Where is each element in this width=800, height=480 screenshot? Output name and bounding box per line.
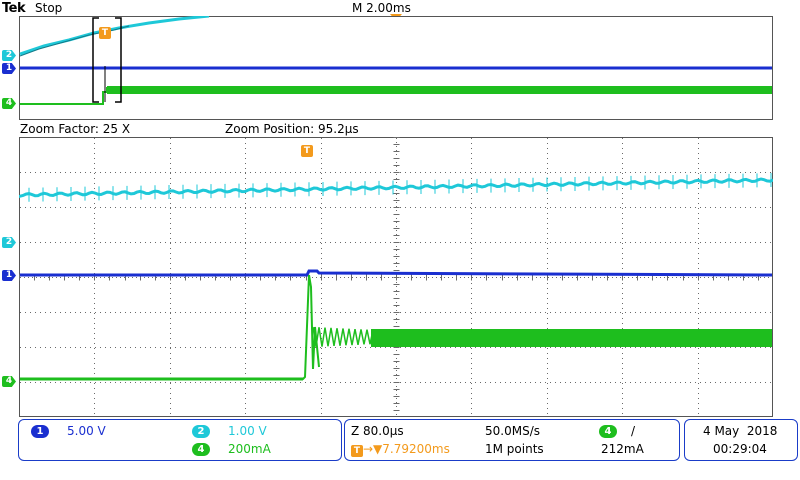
zoom-scale: Z 80.0µs — [351, 424, 404, 438]
overview-trigger-marker-icon: T — [99, 27, 111, 39]
overview-ch2-marker-icon: 2 — [2, 50, 16, 61]
zoom-bracket-left — [92, 17, 99, 103]
zoom-factor-label: Zoom Factor: 25 X — [20, 122, 131, 136]
ch4-scale: 200mA — [228, 442, 271, 456]
overview-ch4-marker-icon: 4 — [2, 98, 16, 109]
ch2-scale: 1.00 V — [228, 424, 267, 438]
timebase-readout: M 2.00ms — [352, 1, 411, 15]
horizontal-trigger-panel[interactable]: Z 80.0µs T →▼7.79200ms 50.0MS/s 1M points… — [344, 419, 680, 461]
trigger-slope-icon: / — [631, 424, 636, 438]
zoom-waveform-window — [19, 137, 773, 417]
status-bar: 1 5.00 V 2 1.00 V 4 200mA Z 80.0µs T →▼7.… — [18, 419, 798, 461]
channel-scale-panel[interactable]: 1 5.00 V 2 1.00 V 4 200mA — [18, 419, 342, 461]
sample-rate: 50.0MS/s — [485, 424, 540, 438]
overview-ch2-noise — [19, 25, 130, 57]
ch1-badge: 1 — [31, 425, 49, 438]
graticule — [19, 137, 772, 416]
trigger-position-icon: T — [351, 445, 363, 457]
date-readout: 4 May 2018 — [703, 424, 778, 438]
ch1-scale: 5.00 V — [67, 424, 106, 438]
record-length: 1M points — [485, 442, 544, 456]
zoom-position-label: Zoom Position: 95.2µs — [225, 122, 359, 136]
zoom-ch1-trace — [20, 269, 773, 277]
zoom-ch1-marker-icon: 1 — [2, 270, 16, 281]
zoom-ch4-ringing — [312, 326, 380, 347]
ch4-badge: 4 — [192, 443, 210, 456]
zoom-ch2-trace — [19, 177, 773, 198]
trigger-level: 212mA — [601, 442, 644, 456]
overview-ch1-marker-icon: 1 — [2, 63, 16, 74]
trigger-position-value: 7.79200ms — [382, 442, 450, 456]
tek-logo: Tek — [2, 1, 26, 16]
zoom-ch4-marker-icon: 4 — [2, 376, 16, 387]
trigger-position: T →▼7.79200ms — [351, 442, 450, 457]
overview-waveform-window — [19, 16, 773, 120]
zoom-trigger-marker-icon: T — [301, 145, 313, 157]
zoom-ch4-band — [371, 329, 772, 347]
time-readout: 00:29:04 — [713, 442, 767, 456]
run-state: Stop — [35, 1, 63, 15]
ch2-badge: 2 — [192, 425, 210, 438]
zoom-bracket-right — [115, 17, 122, 103]
datetime-panel: 4 May 2018 00:29:04 — [684, 419, 798, 461]
trigger-arrow-icon: →▼ — [363, 442, 383, 456]
overview-ch4-band — [107, 86, 772, 94]
zoom-ch2-marker-icon: 2 — [2, 237, 16, 248]
zoom-traces — [19, 173, 773, 381]
trigger-source-badge: 4 — [599, 425, 617, 438]
